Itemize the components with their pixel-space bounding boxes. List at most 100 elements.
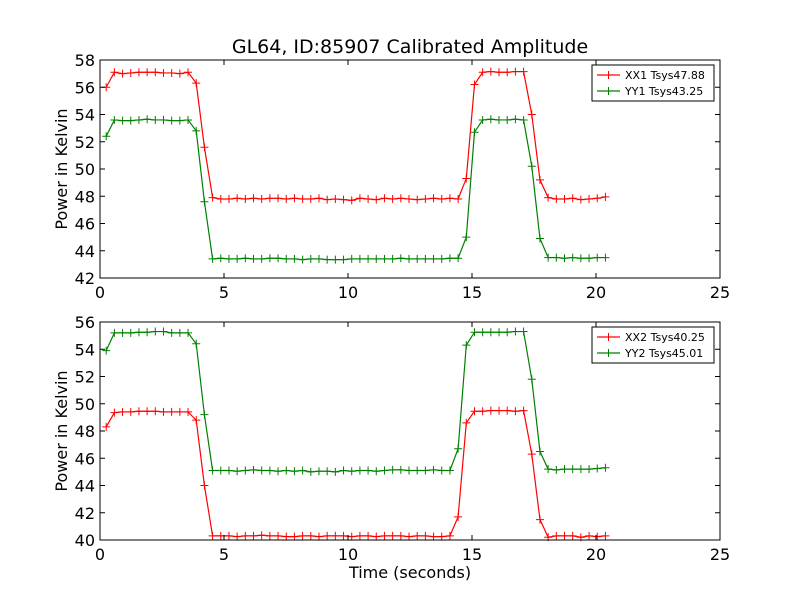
data-point bbox=[143, 115, 152, 124]
data-point bbox=[224, 531, 233, 540]
data-point bbox=[552, 194, 561, 203]
y-tick-label: 48 bbox=[75, 187, 95, 206]
data-point bbox=[314, 532, 323, 541]
data-point bbox=[470, 80, 479, 89]
data-point bbox=[552, 465, 561, 474]
data-point bbox=[339, 195, 348, 204]
data-point bbox=[159, 407, 168, 416]
data-point bbox=[306, 254, 315, 263]
data-point bbox=[175, 328, 184, 337]
data-point bbox=[585, 531, 594, 540]
data-point bbox=[585, 465, 594, 474]
data-point bbox=[306, 531, 315, 540]
data-point bbox=[355, 531, 364, 540]
x-tick-label: 15 bbox=[462, 283, 482, 302]
data-point bbox=[216, 531, 225, 540]
data-point bbox=[429, 254, 438, 263]
data-point bbox=[274, 254, 283, 263]
data-point bbox=[527, 162, 536, 171]
subplot-2: 0 5 10 15 20 25 40 42 44 46 48 50 52 54 56 Power in Kel… bbox=[52, 313, 730, 564]
data-point bbox=[355, 254, 364, 263]
series-2-2 bbox=[102, 327, 610, 476]
data-point bbox=[544, 193, 553, 202]
data-point bbox=[519, 327, 528, 336]
data-point bbox=[298, 194, 307, 203]
data-point bbox=[118, 407, 127, 416]
data-point bbox=[527, 375, 536, 384]
y-tick-label: 40 bbox=[75, 531, 95, 550]
data-point bbox=[134, 115, 143, 124]
data-point bbox=[388, 465, 397, 474]
data-point bbox=[192, 416, 201, 425]
legend-label: YY1 Tsys43.25 bbox=[624, 85, 703, 98]
data-point bbox=[224, 254, 233, 263]
data-point bbox=[593, 194, 602, 203]
data-point bbox=[233, 194, 242, 203]
data-point bbox=[568, 253, 577, 262]
data-point bbox=[576, 254, 585, 263]
data-point bbox=[314, 194, 323, 203]
data-point bbox=[601, 192, 610, 201]
data-point bbox=[405, 532, 414, 541]
data-point bbox=[306, 194, 315, 203]
data-point bbox=[576, 465, 585, 474]
legend: XX1 Tsys47.88 YY1 Tsys43.25 bbox=[591, 64, 715, 102]
data-point bbox=[265, 194, 274, 203]
data-point bbox=[585, 254, 594, 263]
data-point bbox=[470, 128, 479, 137]
data-point bbox=[462, 174, 471, 183]
data-point bbox=[405, 466, 414, 475]
data-point bbox=[216, 254, 225, 263]
data-point bbox=[413, 254, 422, 263]
legend: XX2 Tsys40.25 YY2 Tsys45.01 bbox=[591, 326, 715, 364]
data-point bbox=[265, 531, 274, 540]
data-point bbox=[552, 253, 561, 262]
data-point bbox=[470, 407, 479, 416]
data-point bbox=[576, 195, 585, 204]
data-point bbox=[323, 531, 332, 540]
data-point bbox=[331, 194, 340, 203]
data-point bbox=[126, 116, 135, 125]
data-point bbox=[110, 328, 119, 337]
data-point bbox=[208, 466, 217, 475]
data-point bbox=[233, 467, 242, 476]
x-tick-label: 0 bbox=[95, 283, 105, 302]
data-point bbox=[380, 254, 389, 263]
data-point bbox=[184, 407, 193, 416]
data-point bbox=[233, 254, 242, 263]
data-point bbox=[585, 194, 594, 203]
data-point bbox=[102, 422, 111, 431]
data-point bbox=[323, 255, 332, 264]
x-tick-label: 5 bbox=[219, 283, 229, 302]
data-point bbox=[216, 466, 225, 475]
data-point bbox=[527, 450, 536, 459]
data-point bbox=[298, 255, 307, 264]
y-tick-label: 46 bbox=[75, 215, 95, 234]
data-point bbox=[290, 194, 299, 203]
data-point bbox=[396, 465, 405, 474]
data-point bbox=[372, 195, 381, 204]
data-point bbox=[274, 467, 283, 476]
data-point bbox=[552, 531, 561, 540]
data-point bbox=[331, 531, 340, 540]
data-point bbox=[167, 68, 176, 77]
data-point bbox=[274, 194, 283, 203]
data-point bbox=[454, 444, 463, 453]
data-point bbox=[372, 532, 381, 541]
data-point bbox=[364, 466, 373, 475]
data-point bbox=[380, 194, 389, 203]
data-point bbox=[429, 194, 438, 203]
data-point bbox=[257, 254, 266, 263]
data-point bbox=[118, 328, 127, 337]
data-point bbox=[233, 532, 242, 541]
data-point bbox=[241, 531, 250, 540]
data-point bbox=[519, 115, 528, 124]
data-point bbox=[118, 116, 127, 125]
data-point bbox=[265, 466, 274, 475]
x-tick-label: 10 bbox=[338, 545, 358, 564]
series-1-1 bbox=[102, 67, 610, 205]
legend-label: XX2 Tsys40.25 bbox=[625, 331, 705, 344]
series-2-1 bbox=[102, 406, 610, 542]
data-point bbox=[208, 531, 217, 540]
